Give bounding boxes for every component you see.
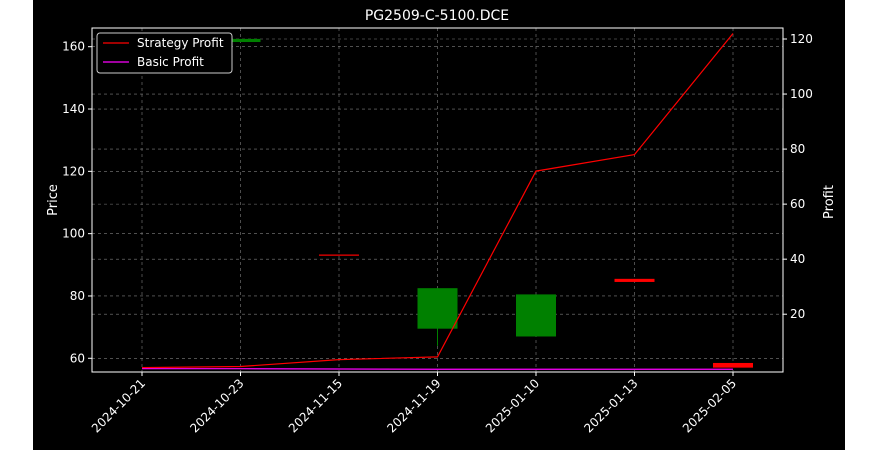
line-basic-profit [142,368,733,370]
y-right-tick-label: 80 [790,142,805,156]
y-left-tick-label: 120 [62,164,85,178]
y-left-tick-label: 140 [62,102,85,116]
x-tick-label: 2024-11-19 [384,376,443,435]
candle-body [516,294,556,337]
y-left-tick-label: 100 [62,227,85,241]
y-left-tick-label: 80 [70,289,85,303]
legend-box [96,32,233,74]
y-left-tick-label: 60 [70,351,85,365]
y-right-tick-label: 100 [790,87,813,101]
line-strategy-profit [141,33,734,369]
candle-body [417,288,458,329]
y-left-tick-label: 160 [62,40,85,54]
y-axis-left-title: Price [46,184,61,216]
legend-label-strategy-profit: Strategy Profit [137,36,224,50]
y-right-tick-label: 20 [790,307,805,321]
x-tick-label: 2024-10-23 [187,376,246,435]
candle-body [319,254,359,256]
chart-title: PG2509-C-5100.DCE [365,8,509,24]
candle-body [220,38,261,43]
legend-label-basic-profit: Basic Profit [137,55,204,69]
chart-figure: 2024-10-21 2024-10-23 2024-11-15 2024-11-19… [33,0,845,450]
x-tick-label: 2024-10-21 [89,376,148,435]
candle-body [713,362,753,368]
legend: Strategy Profit Basic Profit [96,32,233,74]
line-layer [141,33,734,370]
x-tick-label: 2025-01-10 [483,376,542,435]
x-tick-label: 2025-01-13 [581,376,640,435]
candle-layer [220,38,753,368]
candle-body [614,278,655,282]
y-right-tick-label: 40 [790,252,805,266]
chart-svg: 2024-10-21 2024-10-23 2024-11-15 2024-11-19… [46,8,837,435]
y-right-tick-label: 120 [790,32,813,46]
x-tick-label: 2025-02-05 [680,376,739,435]
x-tick-label: 2024-11-15 [286,376,345,435]
y-right-tick-label: 60 [790,197,805,211]
y-axis-right-title: Profit [822,185,837,219]
